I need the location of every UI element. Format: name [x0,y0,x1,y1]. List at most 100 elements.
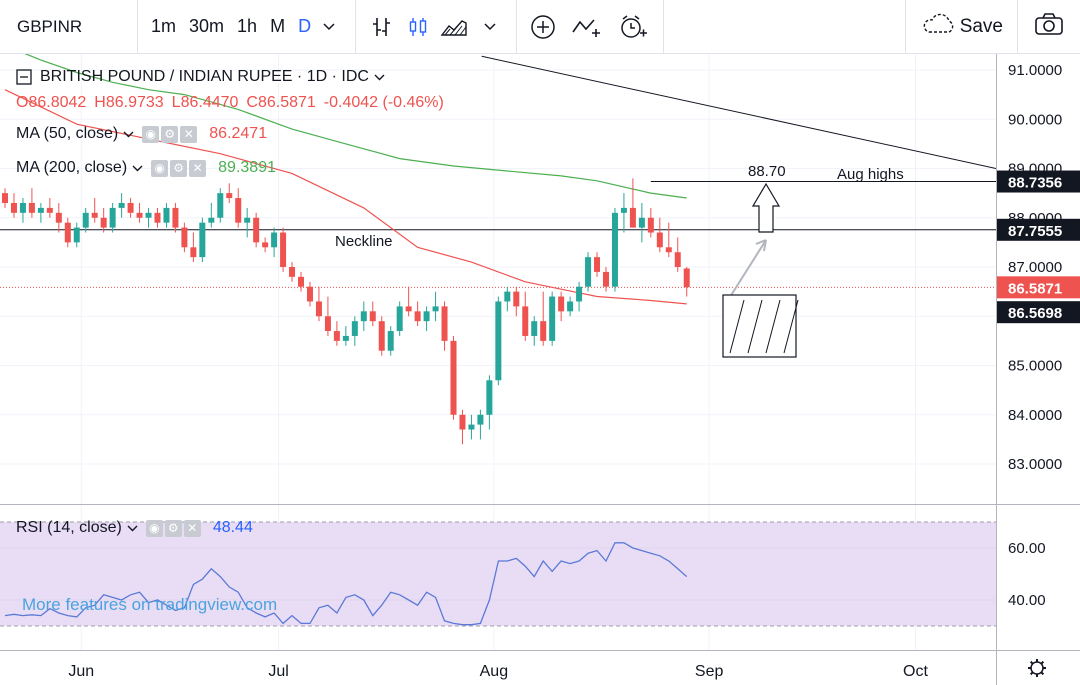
candle-body [441,306,448,341]
candle-body [531,321,538,336]
close-icon[interactable]: ✕ [180,125,198,143]
price-tag-label: 86.5871 [1008,280,1062,297]
candle-body [567,301,574,312]
main-pane [0,54,996,445]
candle-body [432,306,439,312]
price-tick-label: 87.0000 [1008,259,1062,276]
chevron-down-icon[interactable] [127,525,138,532]
time-tick-label: Oct [903,663,928,680]
ma50-controls: ◉ ⚙ ✕ [142,125,199,143]
close-icon[interactable]: ✕ [183,519,201,537]
candle-body [280,232,287,267]
candle-body [450,340,457,415]
rsi-pane [0,521,996,627]
candle-body [315,301,322,317]
candle-body [28,202,35,213]
ma200-controls: ◉ ⚙ ✕ [151,159,208,177]
candle-body [477,414,484,425]
candles-icon[interactable] [400,0,436,54]
price-tick-label: 90.0000 [1008,111,1062,128]
chevron-down-icon[interactable] [472,0,508,54]
candle-body [414,311,421,322]
symbol-search[interactable]: GBPINR [0,0,138,54]
ma50-label: MA (50, close) [16,125,119,142]
add-indicator-icon[interactable] [525,0,561,54]
interval-day[interactable]: D [298,16,312,36]
interval-1h[interactable]: 1h [237,16,258,36]
tradingview-watermark[interactable]: More features on tradingview.com [22,595,278,614]
candle-body [683,268,690,288]
price-tag [997,276,1080,299]
candle-body [333,331,340,341]
price-tag-label: 87.7555 [1008,223,1062,240]
candle-body [396,306,403,332]
target-arrow [751,182,781,233]
gear-tooth [1040,660,1045,665]
candle-body [351,321,358,336]
alert-clock-icon[interactable] [611,0,655,54]
time-tick-label: Jul [268,663,288,680]
candle-body [91,212,98,218]
top-toolbar: GBPINR 1m 30m 1h M D Save [0,0,1080,54]
ma50-legend: MA (50, close) ◉ ⚙ ✕ 86.2471 [16,125,267,143]
candle-body [656,232,663,248]
gear-icon[interactable]: ⚙ [170,159,188,177]
ma200-value: 89.3891 [218,159,276,176]
candle-body [118,202,125,208]
collapse-icon[interactable] [16,69,32,85]
candle-body [549,296,556,341]
close-value: C86.5871 [246,94,316,111]
rsi-band [0,522,996,626]
eye-icon[interactable]: ◉ [142,125,160,143]
interval-30m[interactable]: 30m [189,16,225,36]
neckline-label: Neckline [335,233,393,250]
symbol-label: GBPINR [17,16,83,36]
close-icon[interactable]: ✕ [189,159,207,177]
gear-icon[interactable]: ⚙ [164,519,182,537]
candle-body [271,232,278,248]
candle-body [423,311,430,322]
target-label: 88.70 [748,163,786,180]
interval-1m[interactable]: 1m [151,16,177,36]
price-tick-label: 83.0000 [1008,456,1062,473]
bar-chart-icon[interactable] [364,0,400,54]
price-tag [997,218,1080,241]
rsi-controls: ◉ ⚙ ✕ [145,519,203,537]
interval-month[interactable]: M [270,16,286,36]
candle-body [306,286,313,302]
candle-body [360,311,367,322]
chevron-down-icon[interactable] [374,74,385,81]
save-button[interactable]: Save [904,0,1017,54]
compare-icon[interactable] [561,0,611,54]
chevron-down-icon[interactable] [123,131,134,138]
candle-body [405,306,412,312]
candle-body [585,257,592,287]
hatch-line [783,299,799,354]
price-tick-label: 91.0000 [1008,62,1062,79]
candle-body [468,424,475,430]
rsi-legend: RSI (14, close) ◉ ⚙ ✕ 48.44 [16,519,253,537]
candle-body [576,286,583,302]
snapshot-button[interactable] [1017,0,1080,54]
candle-body [324,316,331,332]
gear-icon[interactable] [1028,659,1046,677]
price-chart[interactable]: 91.000090.000089.000088.000087.000086.00… [0,54,1080,685]
gear-icon[interactable]: ⚙ [161,125,179,143]
candle-body [163,207,170,223]
candle-body [235,198,242,223]
price-tag [997,301,1080,324]
candle-body [674,252,681,267]
price-tag [997,170,1080,193]
price-tick-label: 85.0000 [1008,358,1062,375]
eye-icon[interactable]: ◉ [151,159,169,177]
chevron-down-icon[interactable] [132,165,143,172]
area-chart-icon[interactable] [436,0,472,54]
rsi-tick-label: 40.00 [1008,592,1046,609]
chevron-down-icon[interactable] [311,0,347,54]
hatched-box [722,294,797,358]
ma200-line [4,89,687,305]
candle-body [226,193,233,199]
eye-icon[interactable]: ◉ [145,519,163,537]
rsi-tick-label: 60.00 [1008,540,1046,557]
candle-body [262,242,269,248]
